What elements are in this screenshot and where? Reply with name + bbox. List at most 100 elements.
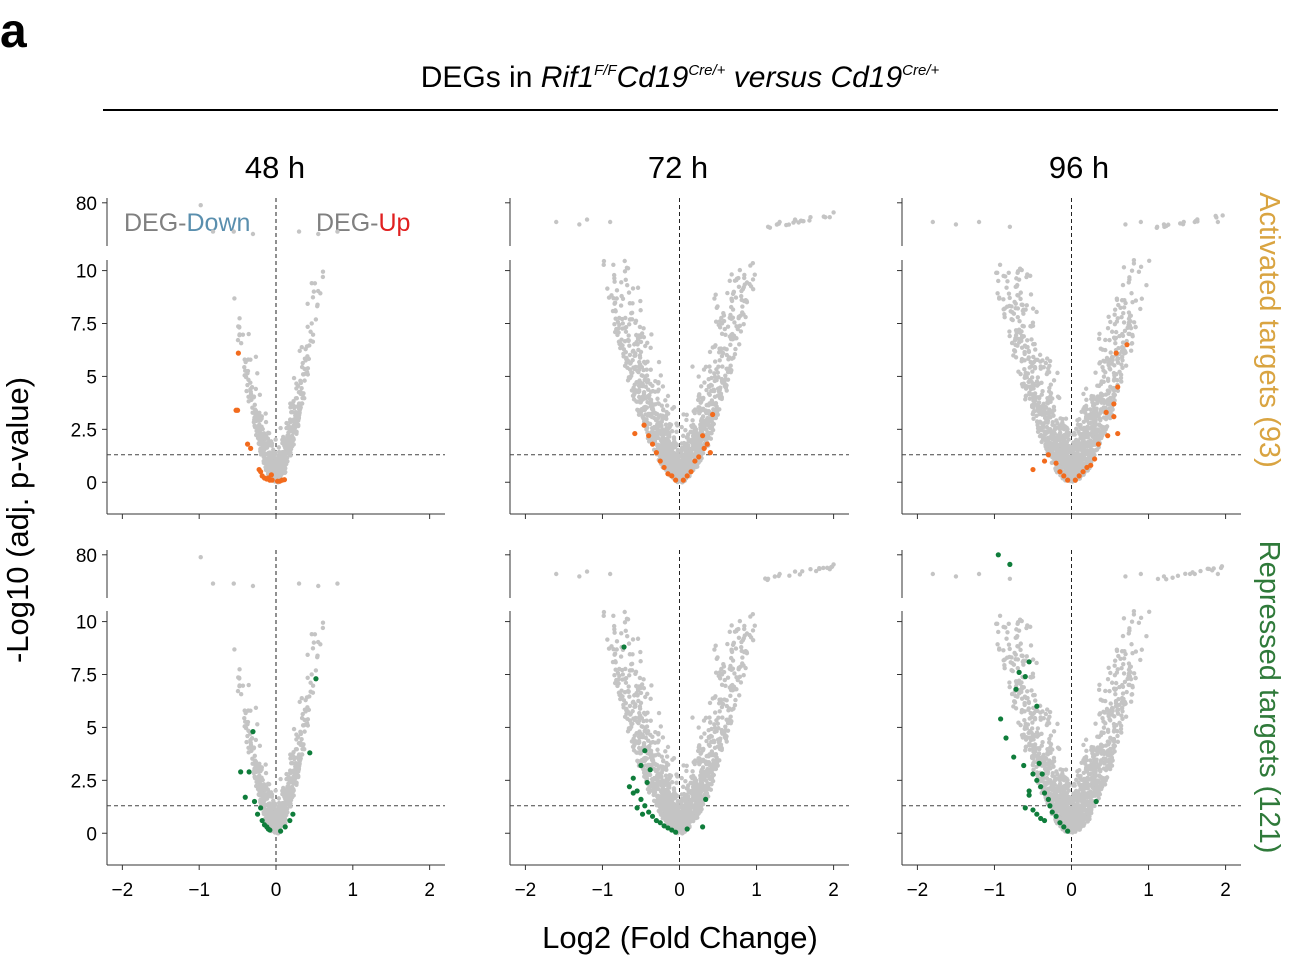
background-point (645, 691, 650, 697)
background-point (660, 436, 665, 442)
background-point (1015, 292, 1020, 298)
background-point (692, 410, 697, 416)
background-point-upper (828, 565, 834, 570)
activated-point (1124, 342, 1130, 348)
background-point (309, 672, 314, 677)
background-point (1031, 416, 1036, 421)
background-point (237, 316, 242, 321)
background-point (305, 652, 310, 658)
background-point (265, 430, 271, 436)
background-point (667, 463, 672, 468)
activated-point (653, 450, 659, 456)
background-point (633, 704, 638, 709)
background-point (646, 751, 652, 756)
background-point (658, 724, 664, 729)
background-point (252, 753, 257, 759)
background-point (248, 357, 253, 362)
background-point (298, 380, 304, 386)
background-point (692, 428, 697, 433)
background-point (310, 683, 316, 688)
background-point (311, 289, 317, 294)
background-point (637, 324, 643, 330)
background-point (703, 418, 708, 423)
background-point (660, 416, 665, 422)
background-point (691, 773, 696, 779)
background-point (320, 625, 326, 631)
background-point (1128, 319, 1133, 324)
background-point (624, 706, 629, 712)
legend-down-word: Down (187, 209, 251, 237)
background-point (725, 290, 730, 296)
background-point-upper (198, 203, 203, 208)
background-point (719, 730, 725, 735)
background-point (639, 757, 645, 763)
background-point (712, 359, 718, 364)
background-point (624, 616, 630, 621)
background-point (1129, 341, 1135, 346)
background-point (1006, 270, 1011, 276)
background-point (736, 316, 741, 321)
activated-point (1045, 452, 1051, 458)
activated-point (701, 445, 707, 451)
background-point (1101, 379, 1106, 385)
background-point (1119, 344, 1125, 350)
background-point (1050, 420, 1055, 425)
background-point (1118, 375, 1124, 381)
background-point (727, 278, 732, 284)
background-point (712, 647, 717, 652)
header-driver2-sup: Cre/+ (902, 62, 939, 79)
background-point (652, 434, 657, 440)
background-point (636, 412, 642, 417)
repressed-point (630, 790, 636, 796)
background-point (280, 449, 285, 455)
background-point (656, 738, 661, 743)
background-point (1111, 370, 1117, 376)
background-point (649, 683, 654, 688)
background-point (723, 683, 728, 689)
legend-down-prefix: DEG- (124, 209, 187, 237)
background-point (730, 315, 736, 320)
background-point (296, 404, 301, 410)
activated-point (1061, 473, 1067, 479)
background-point (644, 367, 649, 372)
background-point (1021, 311, 1026, 316)
background-point (1055, 420, 1060, 426)
background-point (721, 313, 727, 318)
background-point (1029, 337, 1034, 342)
background-point-upper (796, 220, 801, 225)
background-point (714, 718, 719, 723)
background-point (1035, 395, 1040, 400)
background-point (1105, 326, 1111, 331)
background-point (702, 759, 708, 764)
background-point (653, 781, 659, 787)
background-point-upper (800, 569, 805, 574)
background-point (1121, 311, 1126, 316)
background-point (634, 399, 639, 404)
background-point (1115, 316, 1120, 321)
background-point (1073, 455, 1079, 461)
background-point (733, 697, 738, 703)
background-point (661, 407, 666, 413)
background-point (249, 385, 255, 390)
background-point (300, 743, 306, 748)
background-point (622, 620, 628, 625)
background-point (660, 413, 665, 418)
background-point (619, 688, 624, 693)
background-point (1083, 403, 1089, 409)
background-point (639, 331, 645, 336)
background-point (269, 802, 275, 807)
background-point (625, 378, 631, 383)
background-point (1032, 391, 1038, 396)
background-point (605, 637, 610, 642)
repressed-point (251, 798, 258, 805)
background-point (1123, 363, 1129, 368)
background-point (1115, 356, 1120, 361)
background-point (723, 373, 728, 378)
background-point (1026, 379, 1031, 385)
background-point (242, 715, 247, 721)
background-point (656, 387, 661, 392)
background-point (648, 345, 653, 351)
background-point (1015, 306, 1021, 311)
background-point (728, 304, 734, 310)
background-point (1086, 421, 1092, 426)
